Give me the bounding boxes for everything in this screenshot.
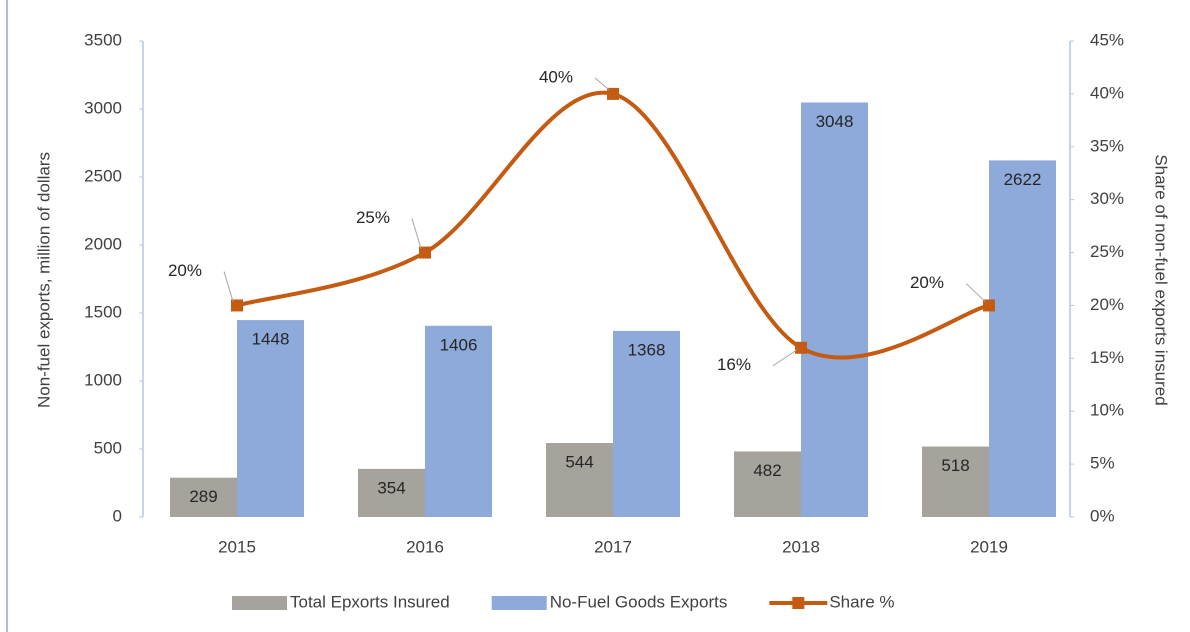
y-tick-label: 3500 (84, 30, 122, 49)
y2-tick-label: 35% (1090, 136, 1124, 155)
y-axis-title: Non-fuel exports, million of dollars (34, 152, 53, 408)
bar (546, 443, 613, 517)
bar-value-label: 518 (941, 456, 969, 475)
line-value-label: 25% (356, 208, 390, 227)
y2-tick-label: 20% (1090, 295, 1124, 314)
bar-value-label: 354 (377, 478, 405, 497)
leader-line (594, 77, 610, 91)
bar (358, 468, 425, 517)
bar-value-label: 3048 (816, 112, 854, 131)
line-value-label: 20% (168, 261, 202, 280)
y-tick-label: 1500 (84, 302, 122, 321)
line-marker (419, 246, 431, 259)
y-tick-label: 1000 (84, 370, 122, 389)
leader-line (223, 271, 234, 302)
line (236, 90, 990, 360)
line-marker (795, 341, 807, 354)
y2-tick-label: 0% (1090, 506, 1115, 525)
leader-line (772, 349, 798, 367)
legend-label: Total Epxorts Insured (290, 592, 450, 611)
bar (922, 446, 989, 517)
bar-value-label: 482 (753, 461, 781, 480)
y2-tick-label: 5% (1090, 454, 1115, 473)
bar (989, 160, 1056, 517)
line-value-label: 40% (539, 67, 573, 86)
legend-swatch (792, 597, 805, 609)
y-tick-label: 2500 (84, 166, 122, 185)
line-marker (983, 299, 995, 312)
line-value-label: 16% (717, 355, 751, 374)
bar-value-label: 2622 (1004, 170, 1042, 189)
y2-tick-label: 40% (1090, 83, 1124, 102)
x-tick-label: 2017 (594, 537, 632, 556)
y-tick-label: 500 (94, 438, 122, 457)
leader-line (965, 283, 986, 302)
x-tick-label: 2016 (406, 537, 444, 556)
bar-value-label: 1448 (252, 330, 290, 349)
y2-tick-label: 45% (1090, 30, 1124, 49)
legend-label: No-Fuel Goods Exports (550, 592, 728, 611)
bar (237, 320, 304, 517)
y2-tick-label: 15% (1090, 348, 1124, 367)
legend-label: Share % (829, 592, 894, 611)
line-marker (607, 87, 619, 100)
bar (170, 477, 237, 517)
bar (425, 325, 492, 517)
x-tick-label: 2019 (970, 537, 1008, 556)
bar (613, 330, 680, 517)
legend-swatch (491, 596, 547, 610)
bar-value-label: 1368 (628, 340, 666, 359)
bar-value-label: 289 (189, 487, 217, 506)
bar (801, 102, 868, 518)
line-value-label: 20% (910, 273, 944, 292)
y2-tick-label: 10% (1090, 401, 1124, 420)
legend-swatch (232, 596, 287, 610)
leader-line (411, 218, 422, 249)
y-tick-label: 3000 (84, 98, 122, 117)
bar (734, 451, 801, 517)
bar-value-label: 1406 (440, 335, 478, 354)
line-marker (231, 299, 243, 312)
x-tick-label: 2018 (782, 537, 820, 556)
y2-tick-label: 25% (1090, 242, 1124, 261)
y2-tick-label: 30% (1090, 189, 1124, 208)
y-tick-label: 0 (113, 506, 122, 525)
bar-value-label: 544 (565, 453, 593, 472)
y-tick-label: 2000 (84, 234, 122, 253)
x-tick-label: 2015 (218, 537, 256, 556)
y2-axis-title: Share of non-fuel exports insured (1152, 154, 1171, 405)
